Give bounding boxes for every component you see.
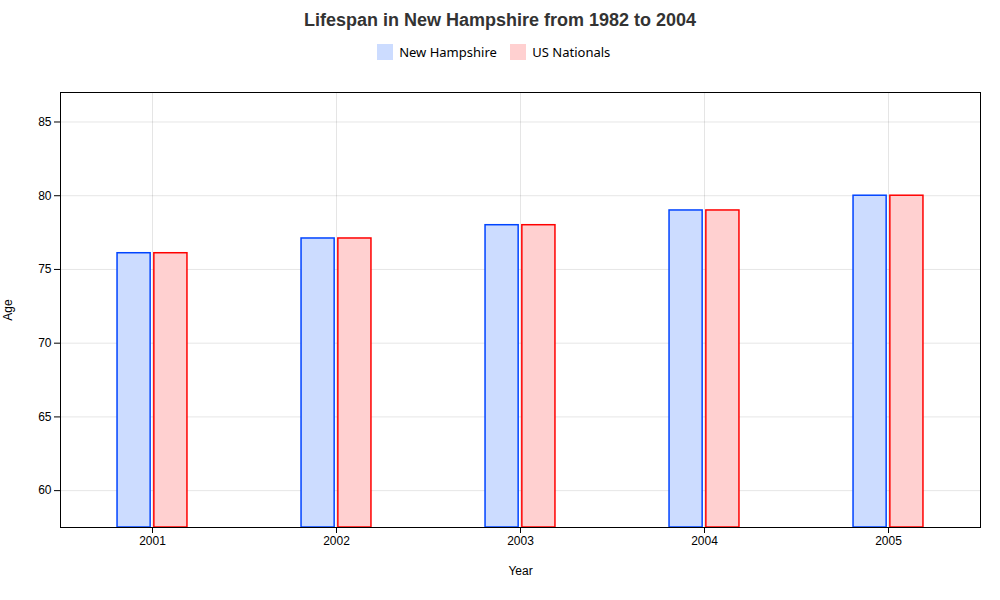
svg-text:70: 70 <box>38 336 52 350</box>
svg-text:2002: 2002 <box>323 534 350 548</box>
svg-text:75: 75 <box>38 262 52 276</box>
svg-text:65: 65 <box>38 409 52 423</box>
html-text:New Hampshire: New Hampshire <box>399 42 497 61</box>
svg-text:2001: 2001 <box>139 534 166 548</box>
html-text:Lifespan in New Hampshire from: Lifespan in New Hampshire from 1982 to 2… <box>303 10 697 30</box>
svg-text:80: 80 <box>38 188 52 202</box>
svg-text:Year: Year <box>508 563 532 577</box>
svg-text:85: 85 <box>38 114 52 128</box>
svg-text:2003: 2003 <box>507 534 534 548</box>
html-text:US Nationals: US Nationals <box>532 42 611 61</box>
svg-text:2004: 2004 <box>691 534 718 548</box>
svg-text:2005: 2005 <box>875 534 902 548</box>
svg-text:60: 60 <box>38 483 52 497</box>
svg-text:Age: Age <box>1 299 15 321</box>
